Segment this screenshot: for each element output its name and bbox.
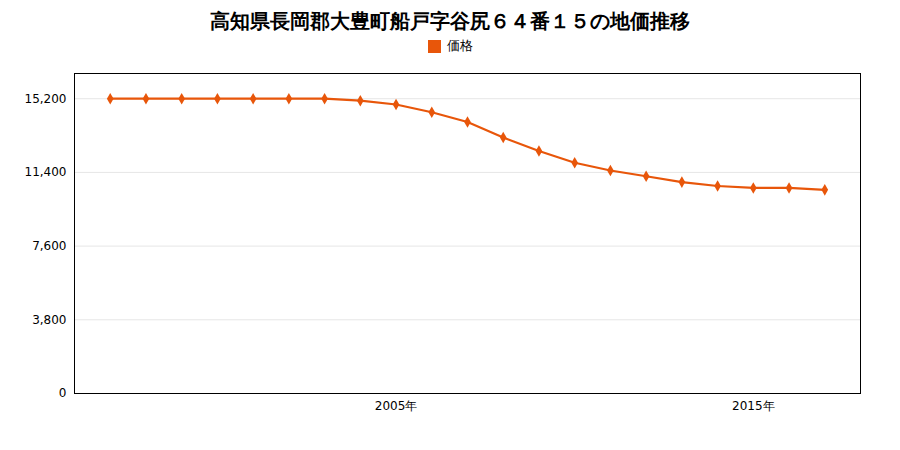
svg-text:3,800: 3,800 bbox=[32, 313, 66, 327]
svg-text:2015年: 2015年 bbox=[732, 399, 775, 413]
svg-text:11,400: 11,400 bbox=[25, 165, 67, 179]
svg-text:15,200: 15,200 bbox=[25, 92, 67, 106]
html-text:高知県長岡郡大豊町船戸字谷尻６４番１５の地価推移: 高知県長岡郡大豊町船戸字谷尻６４番１５の地価推移 bbox=[210, 9, 690, 33]
svg-text:0: 0 bbox=[59, 386, 67, 400]
svg-text:2005年: 2005年 bbox=[375, 399, 418, 413]
html-text:価格: 価格 bbox=[446, 38, 473, 53]
svg-text:7,600: 7,600 bbox=[32, 239, 66, 253]
